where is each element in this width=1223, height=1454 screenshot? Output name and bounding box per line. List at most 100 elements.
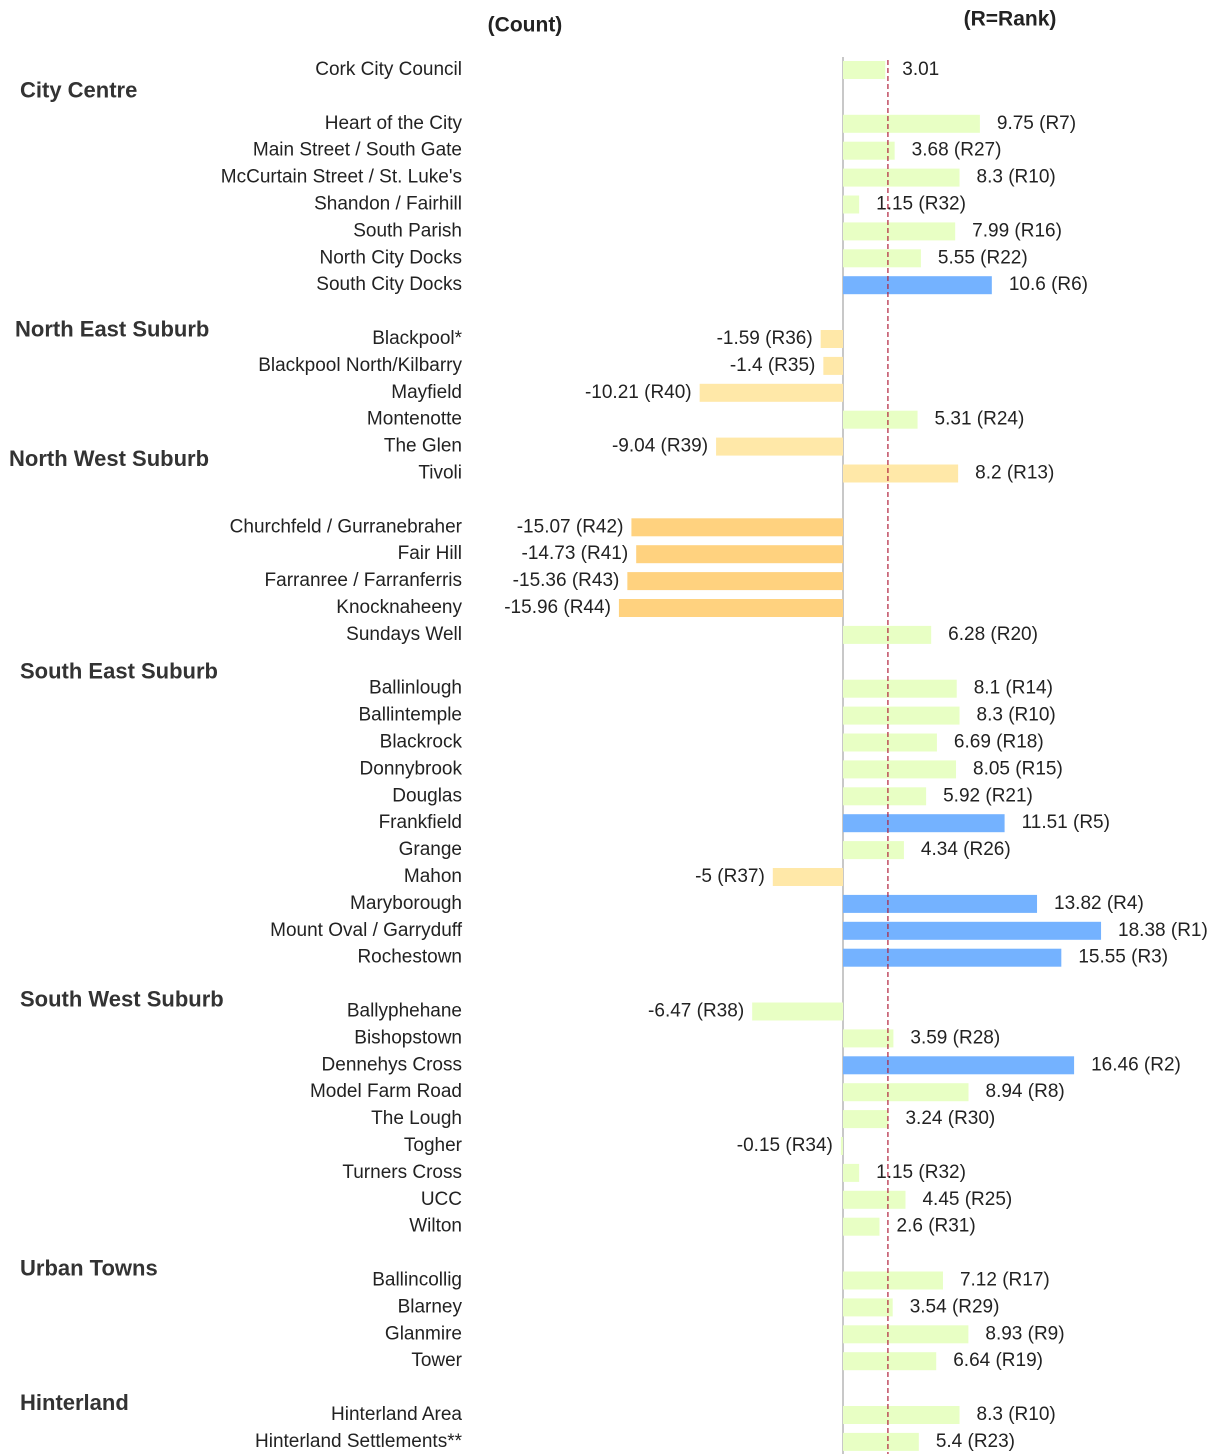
bar bbox=[843, 625, 932, 644]
bar bbox=[843, 1325, 969, 1344]
bar bbox=[843, 114, 980, 133]
bar bbox=[843, 61, 886, 79]
bar bbox=[843, 679, 957, 698]
value-label: 15.55 (R3) bbox=[1078, 947, 1168, 968]
category-label: Rochestown bbox=[357, 947, 462, 968]
value-label: 5.4 (R23) bbox=[936, 1431, 1015, 1452]
category-label: Fair Hill bbox=[398, 543, 462, 564]
category-label: Douglas bbox=[392, 785, 462, 806]
bar bbox=[843, 1163, 860, 1182]
category-label: Dennehys Cross bbox=[322, 1054, 462, 1075]
category-label: Mayfield bbox=[391, 382, 462, 403]
value-label: 5.92 (R21) bbox=[943, 785, 1033, 806]
group-label: North West Suburb bbox=[9, 446, 209, 471]
value-label: 13.82 (R4) bbox=[1054, 893, 1144, 914]
bar bbox=[843, 249, 921, 268]
value-label: 8.1 (R14) bbox=[974, 678, 1053, 699]
category-label: South Parish bbox=[353, 220, 462, 241]
category-label: Hinterland Area bbox=[331, 1404, 462, 1425]
group-label: South West Suburb bbox=[20, 987, 224, 1012]
value-label: 1.15 (R32) bbox=[876, 1162, 966, 1183]
category-label: Turners Cross bbox=[342, 1162, 462, 1183]
category-label: Hinterland Settlements** bbox=[255, 1431, 463, 1452]
value-label: 2.6 (R31) bbox=[897, 1216, 976, 1237]
value-label: 10.6 (R6) bbox=[1009, 274, 1088, 295]
category-label: Ballinlough bbox=[369, 678, 462, 699]
value-label: 8.05 (R15) bbox=[973, 758, 1063, 779]
bar bbox=[843, 706, 960, 725]
category-label: Ballincollig bbox=[372, 1270, 462, 1291]
value-label: 16.46 (R2) bbox=[1091, 1054, 1181, 1075]
category-label: Wilton bbox=[409, 1216, 462, 1237]
category-label: Frankfield bbox=[379, 812, 462, 833]
value-label: 3.54 (R29) bbox=[910, 1296, 1000, 1317]
group-label: Hinterland bbox=[20, 1390, 129, 1415]
bar bbox=[843, 1110, 889, 1129]
value-label: 8.3 (R10) bbox=[977, 167, 1056, 188]
value-label: 4.45 (R25) bbox=[922, 1189, 1012, 1210]
bar bbox=[843, 1352, 937, 1371]
value-label: 4.34 (R26) bbox=[921, 839, 1011, 860]
category-label: Glanmire bbox=[385, 1323, 462, 1344]
category-label: Farranree / Farranferris bbox=[265, 570, 462, 591]
value-label: -1.4 (R35) bbox=[730, 355, 816, 376]
value-label: -15.96 (R44) bbox=[504, 597, 611, 618]
value-label: -5 (R37) bbox=[695, 866, 765, 887]
bar bbox=[843, 921, 1102, 940]
bar bbox=[843, 948, 1062, 967]
value-label: 8.3 (R10) bbox=[977, 705, 1056, 726]
value-label: 3.59 (R28) bbox=[910, 1027, 1000, 1048]
bar bbox=[843, 1029, 894, 1048]
bar bbox=[843, 1083, 969, 1102]
bar bbox=[843, 1271, 943, 1290]
category-label: The Lough bbox=[371, 1108, 462, 1129]
category-label: Montenotte bbox=[367, 409, 462, 430]
bar bbox=[618, 599, 843, 617]
value-label: 18.38 (R1) bbox=[1118, 920, 1208, 941]
value-label: 5.31 (R24) bbox=[935, 409, 1025, 430]
bar bbox=[843, 464, 959, 483]
value-label: -6.47 (R38) bbox=[648, 1001, 744, 1022]
bar bbox=[843, 814, 1005, 833]
bar bbox=[843, 1217, 880, 1236]
bar bbox=[699, 383, 843, 402]
value-label: 6.28 (R20) bbox=[948, 624, 1038, 645]
value-label: -9.04 (R39) bbox=[612, 436, 708, 457]
category-label: Blarney bbox=[398, 1296, 463, 1317]
bar bbox=[823, 356, 843, 375]
bar bbox=[843, 410, 918, 429]
category-label: McCurtain Street / St. Luke's bbox=[221, 167, 462, 188]
group-label: City Centre bbox=[20, 77, 137, 102]
value-label: 8.3 (R10) bbox=[977, 1404, 1056, 1425]
value-label: 6.69 (R18) bbox=[954, 732, 1044, 753]
value-label: -10.21 (R40) bbox=[585, 382, 692, 403]
bar bbox=[752, 1002, 843, 1021]
category-label: Knocknaheeny bbox=[336, 597, 462, 618]
category-label: Blackrock bbox=[380, 732, 463, 753]
bar bbox=[716, 437, 843, 456]
category-label: Togher bbox=[404, 1135, 463, 1156]
header-rank: (R=Rank) bbox=[964, 8, 1057, 31]
value-label: 3.24 (R30) bbox=[905, 1108, 995, 1129]
value-label: -1.59 (R36) bbox=[717, 328, 813, 349]
bar bbox=[843, 1432, 919, 1451]
group-label: South East Suburb bbox=[20, 658, 218, 683]
bar bbox=[820, 330, 843, 348]
bar bbox=[843, 168, 960, 187]
category-label: Grange bbox=[399, 839, 462, 860]
bar bbox=[631, 518, 843, 537]
category-label: Donnybrook bbox=[360, 758, 463, 779]
bar bbox=[636, 545, 843, 564]
group-label: Urban Towns bbox=[20, 1256, 158, 1281]
value-label: 3.68 (R27) bbox=[912, 140, 1002, 161]
bar bbox=[843, 195, 860, 214]
bar bbox=[627, 572, 843, 591]
category-label: Heart of the City bbox=[325, 113, 463, 134]
bar bbox=[843, 841, 904, 860]
value-label: 8.93 (R9) bbox=[985, 1323, 1064, 1344]
value-label: 9.75 (R7) bbox=[997, 113, 1076, 134]
category-label: Model Farm Road bbox=[310, 1081, 462, 1102]
category-label: Tower bbox=[411, 1350, 462, 1371]
value-label: -14.73 (R41) bbox=[522, 543, 629, 564]
